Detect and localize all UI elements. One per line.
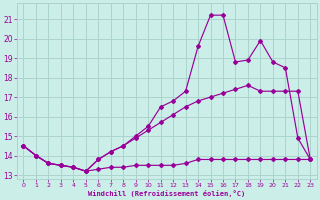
X-axis label: Windchill (Refroidissement éolien,°C): Windchill (Refroidissement éolien,°C) [88,190,245,197]
